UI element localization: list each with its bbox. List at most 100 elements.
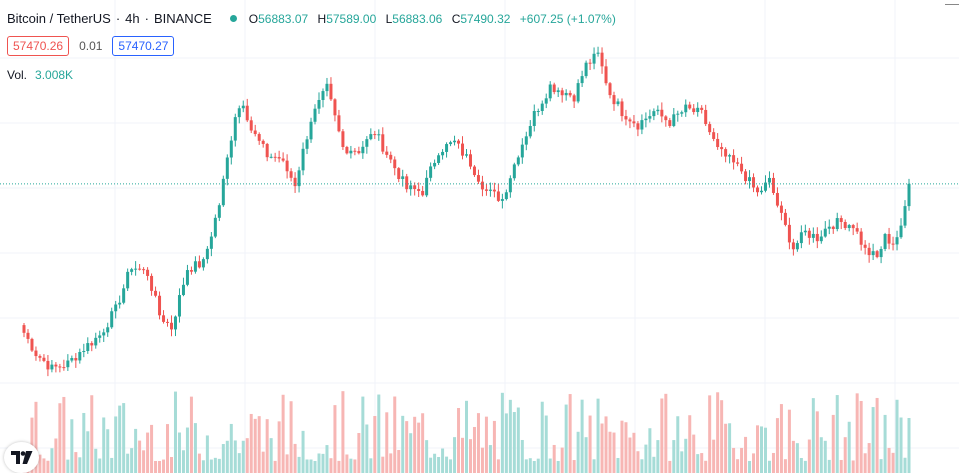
- volume-bar: [572, 460, 576, 473]
- volume-bar: [281, 394, 285, 473]
- candle-body: [110, 311, 114, 328]
- candle-body: [405, 176, 409, 190]
- candle-body: [767, 177, 771, 183]
- candle-body: [337, 115, 341, 132]
- candle-body: [42, 357, 46, 361]
- volume-bar: [628, 437, 632, 473]
- volume-bar: [138, 440, 142, 473]
- volume-bar: [42, 458, 46, 473]
- candle-body: [181, 284, 185, 296]
- candle-body: [185, 270, 189, 285]
- volume-bar: [297, 456, 301, 473]
- volume-bar: [94, 448, 98, 473]
- volume-bar: [492, 420, 496, 473]
- volume-bar: [544, 415, 548, 473]
- candle-body: [732, 155, 736, 163]
- candle-body: [528, 125, 532, 137]
- volume-bar: [393, 396, 397, 473]
- market-status-dot-icon[interactable]: [229, 15, 237, 22]
- candle-body: [871, 251, 875, 256]
- volume-bar: [752, 453, 756, 473]
- volume-bar: [441, 448, 445, 473]
- volume-bar: [771, 452, 775, 473]
- volume-bar: [612, 432, 616, 473]
- volume-bar: [225, 440, 229, 473]
- bid-ask-row: 57470.26 0.01 57470.27: [7, 36, 175, 56]
- candle-body: [811, 233, 815, 238]
- volume-bar: [516, 407, 520, 473]
- buy-price-button[interactable]: 57470.27: [112, 36, 175, 56]
- volume-bar: [855, 393, 859, 473]
- volume-bar: [652, 456, 656, 473]
- candle-body: [401, 176, 405, 180]
- candle-body: [201, 259, 205, 268]
- candle-body: [636, 123, 640, 130]
- symbol-name[interactable]: Bitcoin / TetherUS: [7, 11, 111, 26]
- candle-body: [724, 149, 728, 157]
- candle-body: [843, 221, 847, 229]
- symbol-interval[interactable]: 4h: [125, 11, 140, 26]
- volume-bar: [429, 457, 433, 473]
- candle-body: [74, 358, 78, 361]
- candle-body: [492, 189, 496, 192]
- candles: [22, 46, 911, 377]
- volume-bar: [504, 413, 508, 473]
- candle-body: [708, 124, 712, 133]
- candle-body: [317, 99, 321, 109]
- volume-bar: [46, 460, 50, 473]
- candle-body: [748, 177, 752, 182]
- volume-bar: [556, 460, 560, 473]
- candle-body: [193, 261, 197, 272]
- volume-bar: [564, 404, 568, 473]
- volume-bar: [74, 452, 78, 473]
- candle-body: [500, 199, 504, 201]
- volume-bar: [130, 448, 134, 473]
- volume-bar: [811, 398, 815, 473]
- candle-body: [516, 157, 520, 165]
- candle-body: [799, 232, 803, 244]
- candle-body: [803, 230, 807, 233]
- candle-body: [851, 225, 855, 229]
- sell-price-button[interactable]: 57470.26: [7, 36, 70, 56]
- volume-bar: [791, 440, 795, 473]
- tradingview-logo-icon[interactable]: [4, 442, 39, 473]
- candle-body: [301, 148, 305, 171]
- volume-bar: [353, 459, 357, 473]
- volume-bar: [90, 395, 94, 473]
- volume-bar: [724, 423, 728, 473]
- candle-body: [847, 225, 851, 229]
- volume-bar: [249, 413, 253, 473]
- volume-bar: [237, 453, 241, 473]
- volume-bar: [568, 394, 572, 473]
- volume-bar: [532, 460, 536, 473]
- symbol-exchange[interactable]: BINANCE: [153, 11, 212, 26]
- candle-body: [245, 105, 249, 121]
- volume-bar: [748, 460, 752, 473]
- candle-body: [66, 360, 70, 368]
- volume-bar: [787, 409, 791, 473]
- volume-bar: [58, 403, 62, 473]
- volume-bar: [273, 460, 277, 473]
- candle-body: [341, 131, 345, 147]
- candle-body: [361, 146, 365, 154]
- volume-bar: [827, 459, 831, 473]
- volume-bar: [548, 458, 552, 473]
- candle-body: [672, 114, 676, 126]
- volume-bar: [668, 460, 672, 473]
- volume-bar: [744, 436, 748, 473]
- volume-bar: [126, 453, 130, 473]
- candle-body: [524, 136, 528, 145]
- candle-body: [472, 166, 476, 176]
- high-value: 57589.00: [326, 11, 377, 26]
- volume-bar: [560, 447, 564, 473]
- candle-body: [173, 316, 177, 330]
- candle-body: [624, 116, 628, 120]
- candle-body: [285, 160, 289, 172]
- volume-bar: [38, 454, 42, 473]
- candle-body: [632, 121, 636, 124]
- close-label: C: [451, 11, 461, 26]
- candle-body: [883, 234, 887, 249]
- candle-body: [429, 166, 433, 178]
- volume-bar: [712, 439, 716, 473]
